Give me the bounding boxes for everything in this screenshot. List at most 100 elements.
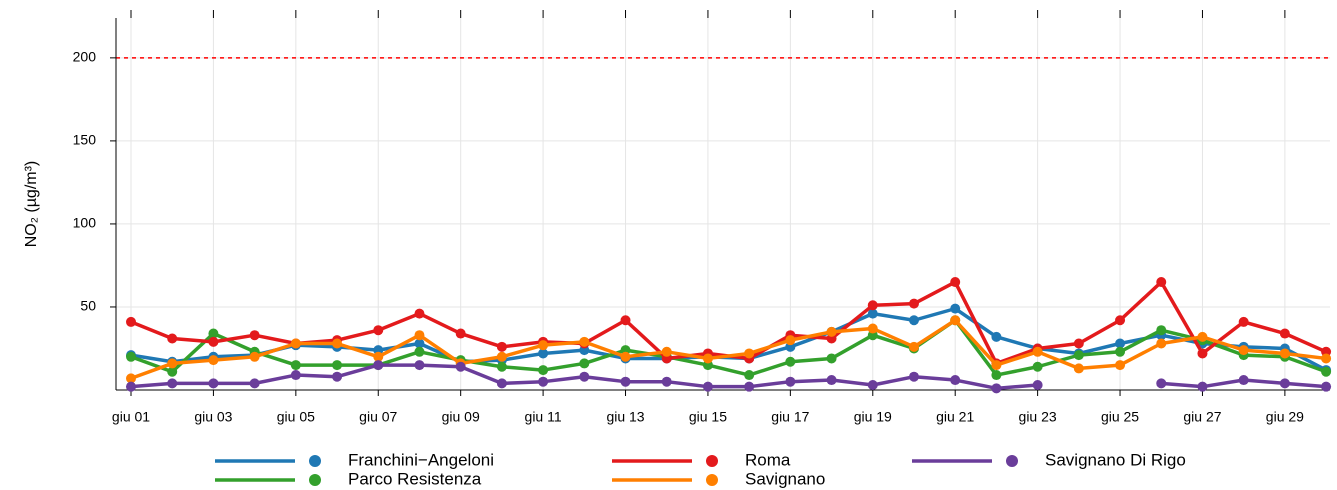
legend-label: Savignano Di Rigo xyxy=(1045,450,1186,469)
point xyxy=(332,371,343,382)
point xyxy=(1032,346,1043,357)
x-tick-label: giu 19 xyxy=(854,409,892,425)
point xyxy=(249,330,260,341)
point xyxy=(661,376,672,387)
point xyxy=(1156,338,1167,349)
point xyxy=(785,356,796,367)
series-line xyxy=(130,318,1327,377)
point xyxy=(991,331,1002,342)
point xyxy=(1156,378,1167,389)
point xyxy=(620,376,631,387)
point xyxy=(1321,366,1332,377)
point xyxy=(826,375,837,386)
point xyxy=(1197,381,1208,392)
point xyxy=(867,323,878,334)
point xyxy=(126,373,136,384)
legend-dot xyxy=(706,455,718,467)
point xyxy=(991,360,1002,371)
x-tick-label: giu 13 xyxy=(606,409,644,425)
point xyxy=(1321,381,1332,392)
point xyxy=(208,355,219,366)
point xyxy=(950,375,961,386)
x-tick-label: giu 03 xyxy=(194,409,232,425)
point xyxy=(496,378,507,389)
point xyxy=(126,381,136,392)
x-tick-label: giu 15 xyxy=(689,409,727,425)
point xyxy=(496,351,507,362)
legend-label: Savignano xyxy=(745,469,825,488)
y-tick-label: 50 xyxy=(80,298,96,314)
x-tick-label: giu 05 xyxy=(277,409,315,425)
point xyxy=(1197,348,1208,359)
point xyxy=(620,315,631,326)
point xyxy=(950,315,961,326)
y-axis-title: NO₂ (µg/m³) xyxy=(23,161,40,248)
point xyxy=(414,308,425,319)
point xyxy=(167,378,178,389)
y-tick-label: 100 xyxy=(73,215,97,231)
point xyxy=(1238,375,1249,386)
point xyxy=(1238,345,1249,356)
point xyxy=(208,378,219,389)
point xyxy=(620,351,631,362)
point xyxy=(1197,331,1208,342)
point xyxy=(908,341,919,352)
point xyxy=(867,300,878,311)
point xyxy=(1115,338,1126,349)
point xyxy=(167,358,178,369)
point xyxy=(1073,363,1084,374)
x-tick-label: giu 29 xyxy=(1266,409,1304,425)
point xyxy=(373,351,384,362)
point xyxy=(579,358,590,369)
point xyxy=(126,316,136,327)
point xyxy=(1115,360,1126,371)
legend-dot xyxy=(706,474,718,486)
point xyxy=(1279,328,1290,339)
point xyxy=(373,325,384,336)
point xyxy=(1032,361,1043,372)
point xyxy=(290,370,301,381)
point xyxy=(1279,348,1290,359)
point xyxy=(1156,325,1167,336)
point xyxy=(702,353,713,364)
point xyxy=(496,341,507,352)
series-line xyxy=(130,318,1327,381)
x-tick-label: giu 17 xyxy=(771,409,809,425)
point xyxy=(826,326,837,337)
point xyxy=(538,365,549,376)
point xyxy=(785,376,796,387)
point xyxy=(1115,346,1126,357)
legend-label: Franchini−Angeloni xyxy=(348,450,494,469)
point xyxy=(1073,338,1084,349)
legend-dot xyxy=(309,455,321,467)
x-tick-label: giu 11 xyxy=(525,409,562,425)
point xyxy=(744,370,755,381)
point xyxy=(744,381,755,392)
point xyxy=(167,333,178,344)
legend-label: Parco Resistenza xyxy=(348,469,482,488)
point xyxy=(414,330,425,341)
point xyxy=(208,328,219,339)
point xyxy=(290,338,301,349)
point xyxy=(455,361,466,372)
y-tick-label: 150 xyxy=(73,132,97,148)
legend-dot xyxy=(309,474,321,486)
point xyxy=(538,376,549,387)
point xyxy=(1321,353,1332,364)
point xyxy=(414,338,425,349)
point xyxy=(538,340,549,351)
point xyxy=(249,378,260,389)
point xyxy=(950,277,961,288)
point xyxy=(702,381,713,392)
legend-label: Roma xyxy=(745,450,791,469)
point xyxy=(991,370,1002,381)
x-tick-label: giu 27 xyxy=(1183,409,1221,425)
point xyxy=(538,348,549,359)
point xyxy=(414,346,425,357)
legend-dot xyxy=(1006,455,1018,467)
x-tick-label: giu 25 xyxy=(1101,409,1139,425)
point xyxy=(455,328,466,339)
